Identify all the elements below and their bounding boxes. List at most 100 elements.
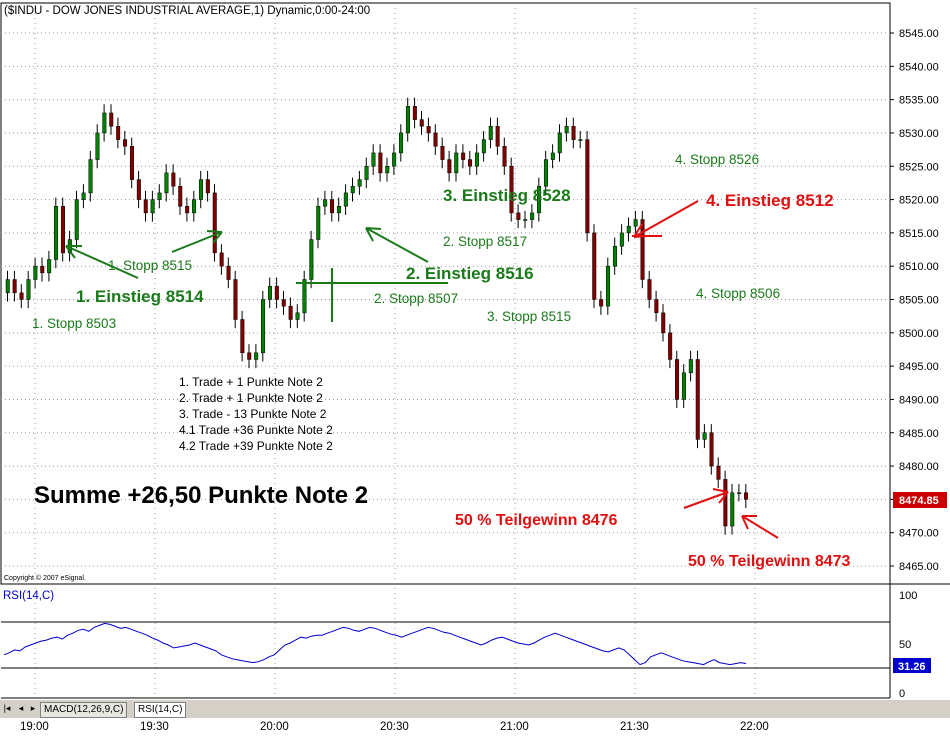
candle-body: [475, 153, 479, 166]
price-axis: 8545.008540.008535.008530.008525.008520.…: [890, 28, 939, 573]
candle-body: [599, 300, 603, 307]
y-tick-label: 8545.00: [899, 28, 939, 40]
candle-body: [482, 140, 486, 153]
candle-body: [351, 186, 355, 193]
rsi-label: RSI(14,C): [3, 590, 54, 602]
candle-body: [448, 160, 452, 173]
last-price-label: 8474.85: [899, 495, 939, 507]
candle-body: [234, 280, 238, 320]
candle-body: [565, 126, 569, 133]
candle-body: [34, 266, 38, 279]
candle-body: [744, 493, 748, 500]
candle-body: [586, 140, 590, 233]
y-tick-label: 8495.00: [899, 361, 939, 373]
y-tick-label: 8505.00: [899, 295, 939, 307]
y-tick-label: 8470.00: [899, 528, 939, 540]
candle-body: [620, 233, 624, 246]
candle-body: [296, 313, 300, 320]
candle-body: [317, 206, 321, 239]
label-1-stopp-8503: 1. Stopp 8503: [32, 316, 116, 331]
tab-rsi[interactable]: RSI(14,C): [134, 702, 186, 718]
candle-body: [399, 133, 403, 153]
candle-body: [185, 206, 189, 213]
candle-body: [386, 166, 390, 173]
candle-body: [323, 200, 327, 207]
candle-body: [282, 300, 286, 307]
candle-body: [441, 146, 445, 159]
candle-body: [544, 160, 548, 187]
candle-body: [27, 280, 31, 300]
candle-body: [572, 126, 576, 139]
candle-body: [179, 186, 183, 206]
candle-body: [54, 206, 58, 259]
candle-body: [137, 180, 141, 200]
candle-body: [254, 353, 258, 360]
candle-body: [593, 233, 597, 300]
candle-body: [662, 313, 666, 333]
trade-result-4-1: 4.1 Trade +36 Punkte Note 2: [179, 423, 333, 437]
candle-body: [213, 193, 217, 253]
first-tab-button[interactable]: |◂: [2, 702, 12, 714]
candle-body: [558, 133, 562, 153]
candle-body: [89, 160, 93, 193]
candle-body: [123, 140, 127, 147]
candle-body: [337, 206, 341, 213]
copyright-text: Copyright © 2007 eSignal.: [4, 574, 86, 582]
y-tick-label: 8490.00: [899, 394, 939, 406]
candle-body: [579, 140, 583, 141]
y-tick-label: 8485.00: [899, 428, 939, 440]
candle-body: [689, 359, 693, 372]
candle-body: [641, 220, 645, 280]
prev-tab-button[interactable]: ◂: [16, 702, 26, 714]
candle-body: [20, 293, 24, 300]
candle-body: [344, 193, 348, 206]
label-teilgewinn-8473: 50 % Teilgewinn 8473: [688, 553, 851, 570]
label-1-einstieg: 1. Einstieg 8514: [76, 287, 204, 306]
candle-body: [427, 126, 431, 133]
label-2-stopp-8517: 2. Stopp 8517: [443, 234, 527, 249]
x-tick-label: 21:00: [500, 721, 529, 733]
candle-body: [468, 160, 472, 167]
candle-body: [151, 200, 155, 213]
x-tick-label: 19:30: [140, 721, 169, 733]
candle-body: [503, 146, 507, 166]
candle-body: [103, 113, 107, 133]
label-4-stopp-8506: 4. Stopp 8506: [696, 286, 780, 301]
candle-body: [241, 319, 245, 352]
y-tick-label: 8525.00: [899, 161, 939, 173]
candle-body: [731, 493, 735, 526]
candle-body: [110, 113, 114, 126]
candle-body: [634, 220, 638, 227]
trade-result-3: 3. Trade - 13 Punkte Note 2: [179, 407, 327, 421]
candle-body: [551, 153, 555, 160]
candle-body: [47, 260, 51, 273]
x-tick-label: 21:30: [620, 721, 649, 733]
candle-body: [227, 266, 231, 279]
candle-body: [406, 106, 410, 133]
candle-body: [248, 353, 252, 360]
candle-body: [144, 200, 148, 213]
candle-body: [682, 373, 686, 400]
candle-body: [392, 153, 396, 166]
candle-body: [165, 173, 169, 193]
trade-result-2: 2. Trade + 1 Punkte Note 2: [179, 391, 323, 405]
tab-macd[interactable]: MACD(12,26,9,C): [40, 702, 127, 718]
candle-body: [606, 266, 610, 306]
candle-body: [737, 493, 741, 494]
candle-body: [724, 479, 728, 526]
candle-body: [517, 213, 521, 220]
x-tick-label: 20:30: [380, 721, 409, 733]
x-tick-label: 22:00: [740, 721, 769, 733]
label-4-stopp-8526: 4. Stopp 8526: [675, 152, 759, 167]
candle-body: [303, 280, 307, 313]
y-tick-label: 8530.00: [899, 128, 939, 140]
next-tab-button[interactable]: ▸: [28, 702, 38, 714]
label-3-stopp-8515: 3. Stopp 8515: [487, 309, 571, 324]
trade-results: 1. Trade + 1 Punkte Note 2 2. Trade + 1 …: [179, 375, 333, 453]
y-tick-label: 8465.00: [899, 561, 939, 573]
candle-body: [96, 133, 100, 160]
candle-body: [703, 433, 707, 440]
candle-body: [461, 153, 465, 160]
candle-body: [172, 173, 176, 186]
candle-body: [455, 153, 459, 173]
